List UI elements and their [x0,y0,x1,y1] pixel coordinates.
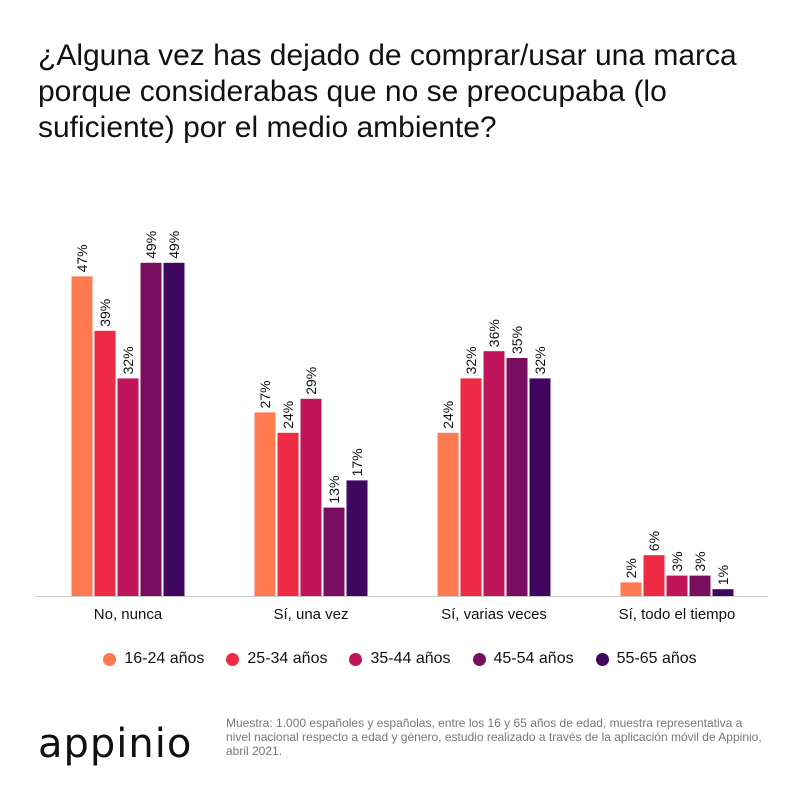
data-label: 1% [715,565,731,585]
legend-dot-icon [595,652,609,666]
legend-item: 45-54 años [472,650,574,668]
legend-label: 35-44 años [370,650,451,667]
data-label: 6% [646,531,662,551]
legend-label: 16-24 años [124,650,205,667]
bar [620,582,642,596]
legend-label: 25-34 años [247,650,328,667]
bar [712,589,734,596]
legend-dot-icon [349,652,363,666]
bar [71,276,93,596]
bar [689,575,711,596]
legend-item: 55-65 años [595,650,697,668]
data-label: 47% [74,244,90,272]
data-label: 32% [532,346,548,374]
bar [529,378,551,596]
bar-chart: 47% 39% 32% 49% 49% No, nunca 27% 24% 29% 13% 17% S… [35,231,768,623]
data-label: 3% [692,551,708,571]
data-label: 24% [440,401,456,429]
legend: 16-24 años 25-34 años 35-44 años 45-54 años… [0,650,800,668]
legend-dot-icon [103,652,117,666]
data-label: 49% [143,231,159,259]
bar [163,262,185,596]
bar [323,507,345,596]
data-label: 13% [326,476,342,504]
bar [437,432,459,596]
data-label: 32% [120,346,136,374]
bar [94,330,116,596]
data-label: 17% [349,448,365,476]
bar [666,575,688,596]
bar [254,412,276,596]
category-label: Sí, varias veces [441,606,547,623]
legend-item: 25-34 años [226,650,327,668]
bar [460,378,482,596]
data-label: 29% [303,367,319,395]
category-label: No, nunca [94,606,163,623]
data-label: 36% [486,319,502,347]
category-label: Sí, una vez [273,606,348,623]
data-label: 32% [463,346,479,374]
bar [277,432,299,596]
data-label: 39% [97,299,113,327]
data-label: 49% [166,231,182,259]
legend-label: 55-65 años [616,650,697,667]
bar [483,351,505,596]
chart-title: ¿Alguna vez has dejado de comprar/usar u… [38,39,737,144]
data-label: 35% [509,326,525,354]
category-label: Sí, todo el tiempo [619,606,736,623]
legend-dot-icon [472,652,486,666]
bar [346,480,368,596]
data-label: 3% [669,551,685,571]
legend-item: 16-24 años [103,650,204,668]
bar [140,262,162,596]
legend-item: 35-44 años [349,650,451,668]
bar [506,358,528,596]
bar [643,555,665,596]
legend-label: 45-54 años [493,650,574,667]
bar [117,378,139,596]
data-label: 27% [257,380,273,408]
bar [300,398,322,596]
data-label: 2% [623,558,639,578]
data-label: 24% [280,401,296,429]
appinio-logo: appinio [38,721,193,767]
legend-dot-icon [226,652,240,666]
footnote: Muestra: 1.000 españoles y españolas, en… [226,716,762,758]
